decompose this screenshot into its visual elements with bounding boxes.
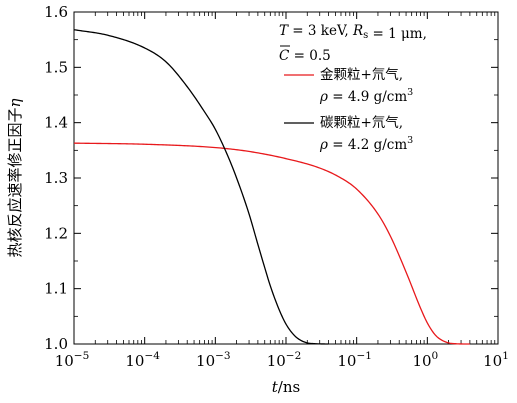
x-axis-title-var: t	[272, 378, 279, 396]
x-tick-label: 10−5	[55, 350, 90, 370]
series-line-1	[73, 142, 470, 345]
x-tick-base: 10	[267, 352, 286, 370]
series-lines	[73, 29, 470, 345]
annotation-part: T	[279, 23, 289, 39]
legend-label-2: 碳颗粒+氘气,	[320, 115, 403, 131]
legend-label-1: 金颗粒+氘气,	[320, 67, 403, 83]
legend-rho: ρ	[319, 137, 328, 153]
x-axis-title-unit: /ns	[278, 378, 300, 396]
x-tick-label: 10−4	[125, 350, 160, 370]
legend-density-exponent: 3	[407, 87, 413, 98]
annotation-line-2: C = 0.5	[279, 48, 331, 64]
x-tick-exponent: −1	[356, 350, 371, 362]
x-tick-label: 10−1	[337, 350, 372, 370]
x-tick-base: 10	[55, 352, 74, 370]
annotation-part: = 3 keV,	[288, 23, 353, 39]
x-axis-title: t/ns	[272, 378, 300, 396]
x-tick-label: 100	[412, 350, 438, 370]
y-tick-label: 1.6	[44, 3, 68, 21]
series-line-2	[73, 29, 329, 345]
legend-density-1: ρ = 4.9 g/cm3	[319, 87, 413, 105]
x-tick-label: 101	[483, 350, 509, 370]
x-tick-exponent: −4	[144, 350, 160, 362]
x-tick-base: 10	[196, 352, 215, 370]
y-axis-title-symbol: η	[6, 98, 24, 107]
x-tick-base: 10	[337, 352, 356, 370]
y-axis-title-text: 热核反应速率修正因子	[6, 107, 24, 257]
x-tick-base: 10	[412, 352, 431, 370]
annotation-c-symbol: C	[279, 48, 290, 64]
annotation-c-value: = 0.5	[289, 48, 330, 64]
y-tick-label: 1.1	[44, 280, 68, 298]
axis-ticks	[73, 11, 499, 345]
x-tick-exponent: 0	[432, 350, 439, 362]
x-tick-base: 10	[483, 352, 502, 370]
y-tick-label: 1.3	[44, 169, 68, 187]
y-axis-title: 热核反应速率修正因子η	[6, 98, 24, 257]
legend-rho: ρ	[319, 89, 328, 105]
annotation-part: R	[352, 23, 363, 39]
legend-density-value: = 4.2 g/cm	[328, 137, 407, 153]
y-tick-label: 1.2	[44, 224, 68, 242]
x-tick-label: 10−3	[196, 350, 231, 370]
legend-density-exponent: 3	[407, 135, 413, 146]
x-tick-exponent: 1	[502, 350, 509, 362]
x-tick-base: 10	[125, 352, 144, 370]
y-tick-label: 1.4	[44, 114, 68, 132]
annotation-part: s	[363, 30, 368, 41]
axis-tick-labels: 10−5 10−4 10−3 10−2 10−1 100 1011.01.11.21.31.…	[44, 3, 509, 370]
y-tick-label: 1.5	[44, 58, 68, 76]
y-tick-label: 1.0	[44, 335, 68, 353]
annotation-line-1: T = 3 keV, Rs = 1 μm,	[279, 23, 427, 42]
x-tick-exponent: −2	[286, 350, 301, 362]
x-tick-label: 10−2	[267, 350, 302, 370]
x-tick-exponent: −3	[215, 350, 230, 362]
legend-density-2: ρ = 4.2 g/cm3	[319, 135, 413, 153]
annotation-part: = 1 μm,	[368, 26, 427, 42]
x-tick-exponent: −5	[74, 350, 89, 362]
legend-density-value: = 4.9 g/cm	[328, 89, 407, 105]
